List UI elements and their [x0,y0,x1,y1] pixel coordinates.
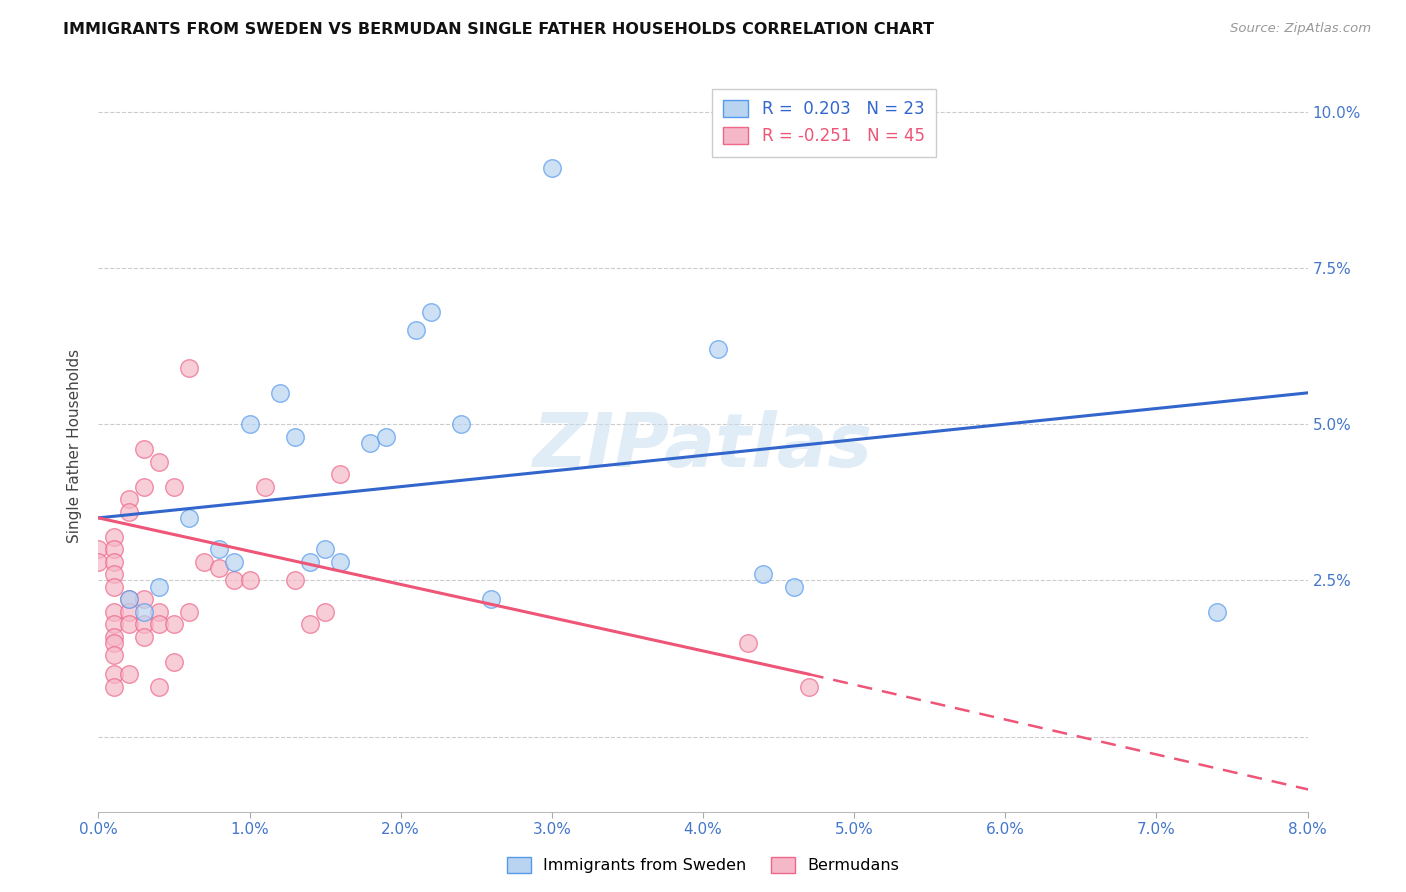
Point [797,680,820,694]
Point [253,480,276,494]
Point [103,617,125,632]
Point [737,636,759,650]
Point [481,592,503,607]
Point [540,161,562,175]
Point [103,580,125,594]
Point [208,561,231,575]
Point [148,580,170,594]
Point [269,385,291,400]
Point [224,574,246,588]
Point [374,429,396,443]
Point [118,505,141,519]
Point [179,360,201,375]
Point [87,555,110,569]
Point [148,680,170,694]
Point [132,442,155,457]
Legend: R =  0.203   N = 23, R = -0.251   N = 45: R = 0.203 N = 23, R = -0.251 N = 45 [711,88,936,157]
Point [103,542,125,557]
Point [329,555,352,569]
Point [148,617,170,632]
Point [118,667,141,681]
Point [239,574,262,588]
Point [179,605,201,619]
Text: IMMIGRANTS FROM SWEDEN VS BERMUDAN SINGLE FATHER HOUSEHOLDS CORRELATION CHART: IMMIGRANTS FROM SWEDEN VS BERMUDAN SINGL… [63,22,934,37]
Point [103,636,125,650]
Point [163,617,186,632]
Point [148,605,170,619]
Point [224,555,246,569]
Point [118,617,141,632]
Legend: Immigrants from Sweden, Bermudans: Immigrants from Sweden, Bermudans [501,850,905,880]
Point [193,555,215,569]
Point [239,417,262,431]
Point [208,542,231,557]
Point [299,555,322,569]
Point [752,567,775,582]
Point [405,323,427,337]
Point [87,542,110,557]
Point [284,574,307,588]
Point [179,511,201,525]
Point [103,648,125,663]
Point [314,542,336,557]
Text: Source: ZipAtlas.com: Source: ZipAtlas.com [1230,22,1371,36]
Point [132,617,155,632]
Point [314,605,336,619]
Point [783,580,806,594]
Point [163,480,186,494]
Point [299,617,322,632]
Point [103,555,125,569]
Point [103,567,125,582]
Point [284,429,307,443]
Point [132,592,155,607]
Point [118,592,141,607]
Point [103,630,125,644]
Point [132,630,155,644]
Point [450,417,472,431]
Point [148,455,170,469]
Point [103,605,125,619]
Point [329,467,352,482]
Text: ZIPatlas: ZIPatlas [533,409,873,483]
Point [360,435,382,450]
Point [103,530,125,544]
Point [132,605,155,619]
Point [707,342,730,356]
Point [163,655,186,669]
Y-axis label: Single Father Households: Single Father Households [67,349,83,543]
Point [118,492,141,507]
Point [118,592,141,607]
Point [1206,605,1229,619]
Point [103,680,125,694]
Point [420,304,443,318]
Point [103,667,125,681]
Point [118,605,141,619]
Point [132,480,155,494]
